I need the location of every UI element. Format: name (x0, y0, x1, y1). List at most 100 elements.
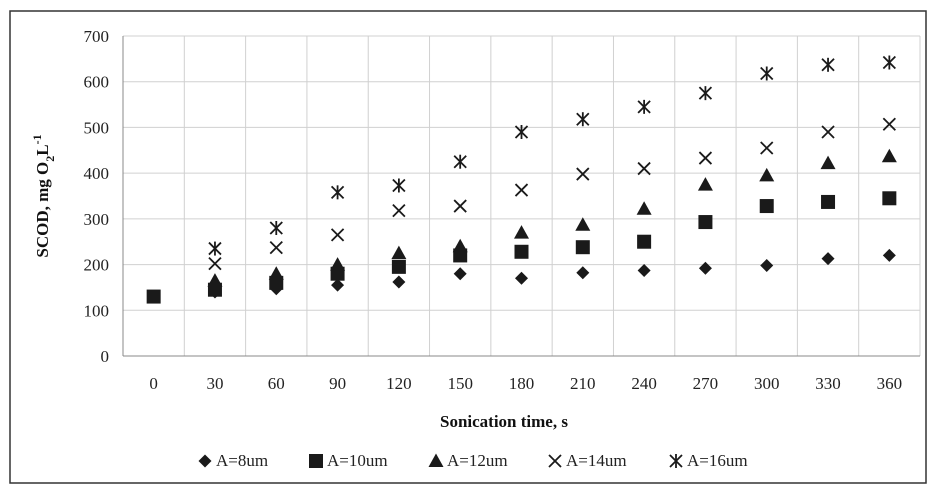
data-point-x (453, 199, 467, 213)
data-point-triangle (881, 148, 897, 163)
data-point-asterisk (514, 125, 529, 139)
data-point-triangle (820, 155, 836, 170)
y-tick-label: 300 (84, 210, 110, 229)
chart-frame (9, 10, 927, 484)
data-point-asterisk (760, 66, 774, 81)
data-point-x (576, 167, 590, 181)
data-point-diamond (576, 266, 590, 280)
data-point-square (882, 191, 897, 206)
x-tick-label: 240 (631, 374, 657, 393)
data-point-diamond (821, 252, 835, 266)
legend-item: A=8um (198, 451, 268, 470)
data-point-square (698, 215, 713, 230)
data-point-diamond (637, 264, 651, 278)
legend-label: A=16um (687, 451, 748, 470)
data-point-x (760, 141, 774, 155)
data-point-triangle (759, 167, 775, 182)
y-axis-title-subscript: 2 (43, 156, 57, 162)
legend-label: A=10um (327, 451, 388, 470)
data-point-asterisk (698, 86, 713, 101)
legend-item: A=16um (669, 451, 748, 470)
y-tick-label: 200 (84, 256, 110, 275)
data-point-asterisk (392, 178, 406, 193)
legend-label: A=14um (566, 451, 627, 470)
legend-item: A=10um (309, 451, 388, 470)
x-tick-label: 30 (206, 374, 223, 393)
y-tick-label: 600 (84, 73, 110, 92)
legend-marker-diamond (198, 454, 212, 468)
y-axis-title-superscript: -1 (30, 134, 44, 144)
data-point-square (637, 234, 652, 249)
y-tick-label: 100 (84, 301, 110, 320)
data-point-x (698, 151, 713, 165)
data-point-square (514, 244, 529, 259)
data-point-diamond (453, 267, 467, 281)
data-point-triangle (207, 273, 223, 287)
data-point-x (208, 257, 222, 271)
data-point-triangle (391, 245, 407, 260)
legend-marker-square (309, 454, 323, 468)
y-tick-label: 0 (101, 347, 110, 366)
data-point-square (759, 199, 774, 214)
legend-marker-asterisk (669, 454, 683, 468)
data-point-diamond (331, 278, 345, 292)
y-axis-title: SCOD, mg O2L-1 (30, 134, 57, 257)
legend-label: A=8um (216, 451, 268, 470)
y-tick-label: 700 (84, 27, 110, 46)
x-tick-label: 150 (447, 374, 473, 393)
x-tick-label: 180 (509, 374, 535, 393)
data-point-asterisk (330, 185, 345, 200)
y-tick-labels: 0 100 200 300 400 500 600 700 (84, 27, 110, 366)
data-point-diamond (760, 258, 774, 272)
x-tick-label: 0 (149, 374, 158, 393)
data-point-asterisk (637, 99, 651, 114)
data-point-square (821, 194, 836, 209)
data-point-x (269, 241, 283, 255)
data-point-asterisk (576, 112, 590, 127)
x-tick-labels: 0 30 60 90 120 150 180 210 240 270 300 330 360 (149, 374, 902, 393)
data-point-x (821, 125, 835, 139)
data-point-asterisk (453, 154, 467, 169)
gridlines (123, 35, 921, 356)
x-tick-label: 360 (877, 374, 903, 393)
x-tick-label: 300 (754, 374, 780, 393)
data-point-square (575, 240, 590, 255)
data-point-x (882, 117, 896, 131)
data-point-diamond (698, 261, 712, 275)
x-tick-label: 270 (693, 374, 719, 393)
x-tick-label: 90 (329, 374, 346, 393)
data-point-x (637, 161, 651, 176)
data-point-x (514, 183, 529, 197)
data-point-triangle (514, 225, 529, 239)
data-point-triangle (268, 266, 284, 280)
data-point-diamond (392, 275, 406, 289)
legend-label: A=12um (447, 451, 508, 470)
data-point-triangle (330, 257, 346, 271)
x-tick-label: 60 (268, 374, 285, 393)
data-point-diamond (515, 271, 528, 285)
legend-item: A=12um (428, 451, 508, 470)
y-tick-label: 400 (84, 164, 110, 183)
data-point-square (391, 259, 406, 274)
data-point-triangle (575, 217, 591, 231)
x-tick-label: 120 (386, 374, 412, 393)
axes (122, 36, 920, 357)
data-point-x (392, 203, 406, 218)
data-points (146, 55, 897, 304)
data-point-asterisk (208, 241, 222, 256)
data-point-triangle (636, 201, 652, 215)
x-axis-title: Sonication time, s (440, 412, 568, 431)
legend-marker-triangle (428, 453, 444, 467)
legend-item: A=14um (548, 451, 627, 470)
x-tick-label: 330 (815, 374, 841, 393)
data-point-x (330, 228, 345, 242)
data-point-triangle (697, 177, 713, 191)
data-point-asterisk (882, 55, 896, 70)
y-axis-title-unit: L (33, 144, 52, 155)
x-tick-label: 210 (570, 374, 596, 393)
data-point-diamond (882, 248, 896, 262)
data-point-triangle (452, 238, 468, 253)
legend-marker-x (548, 454, 562, 468)
